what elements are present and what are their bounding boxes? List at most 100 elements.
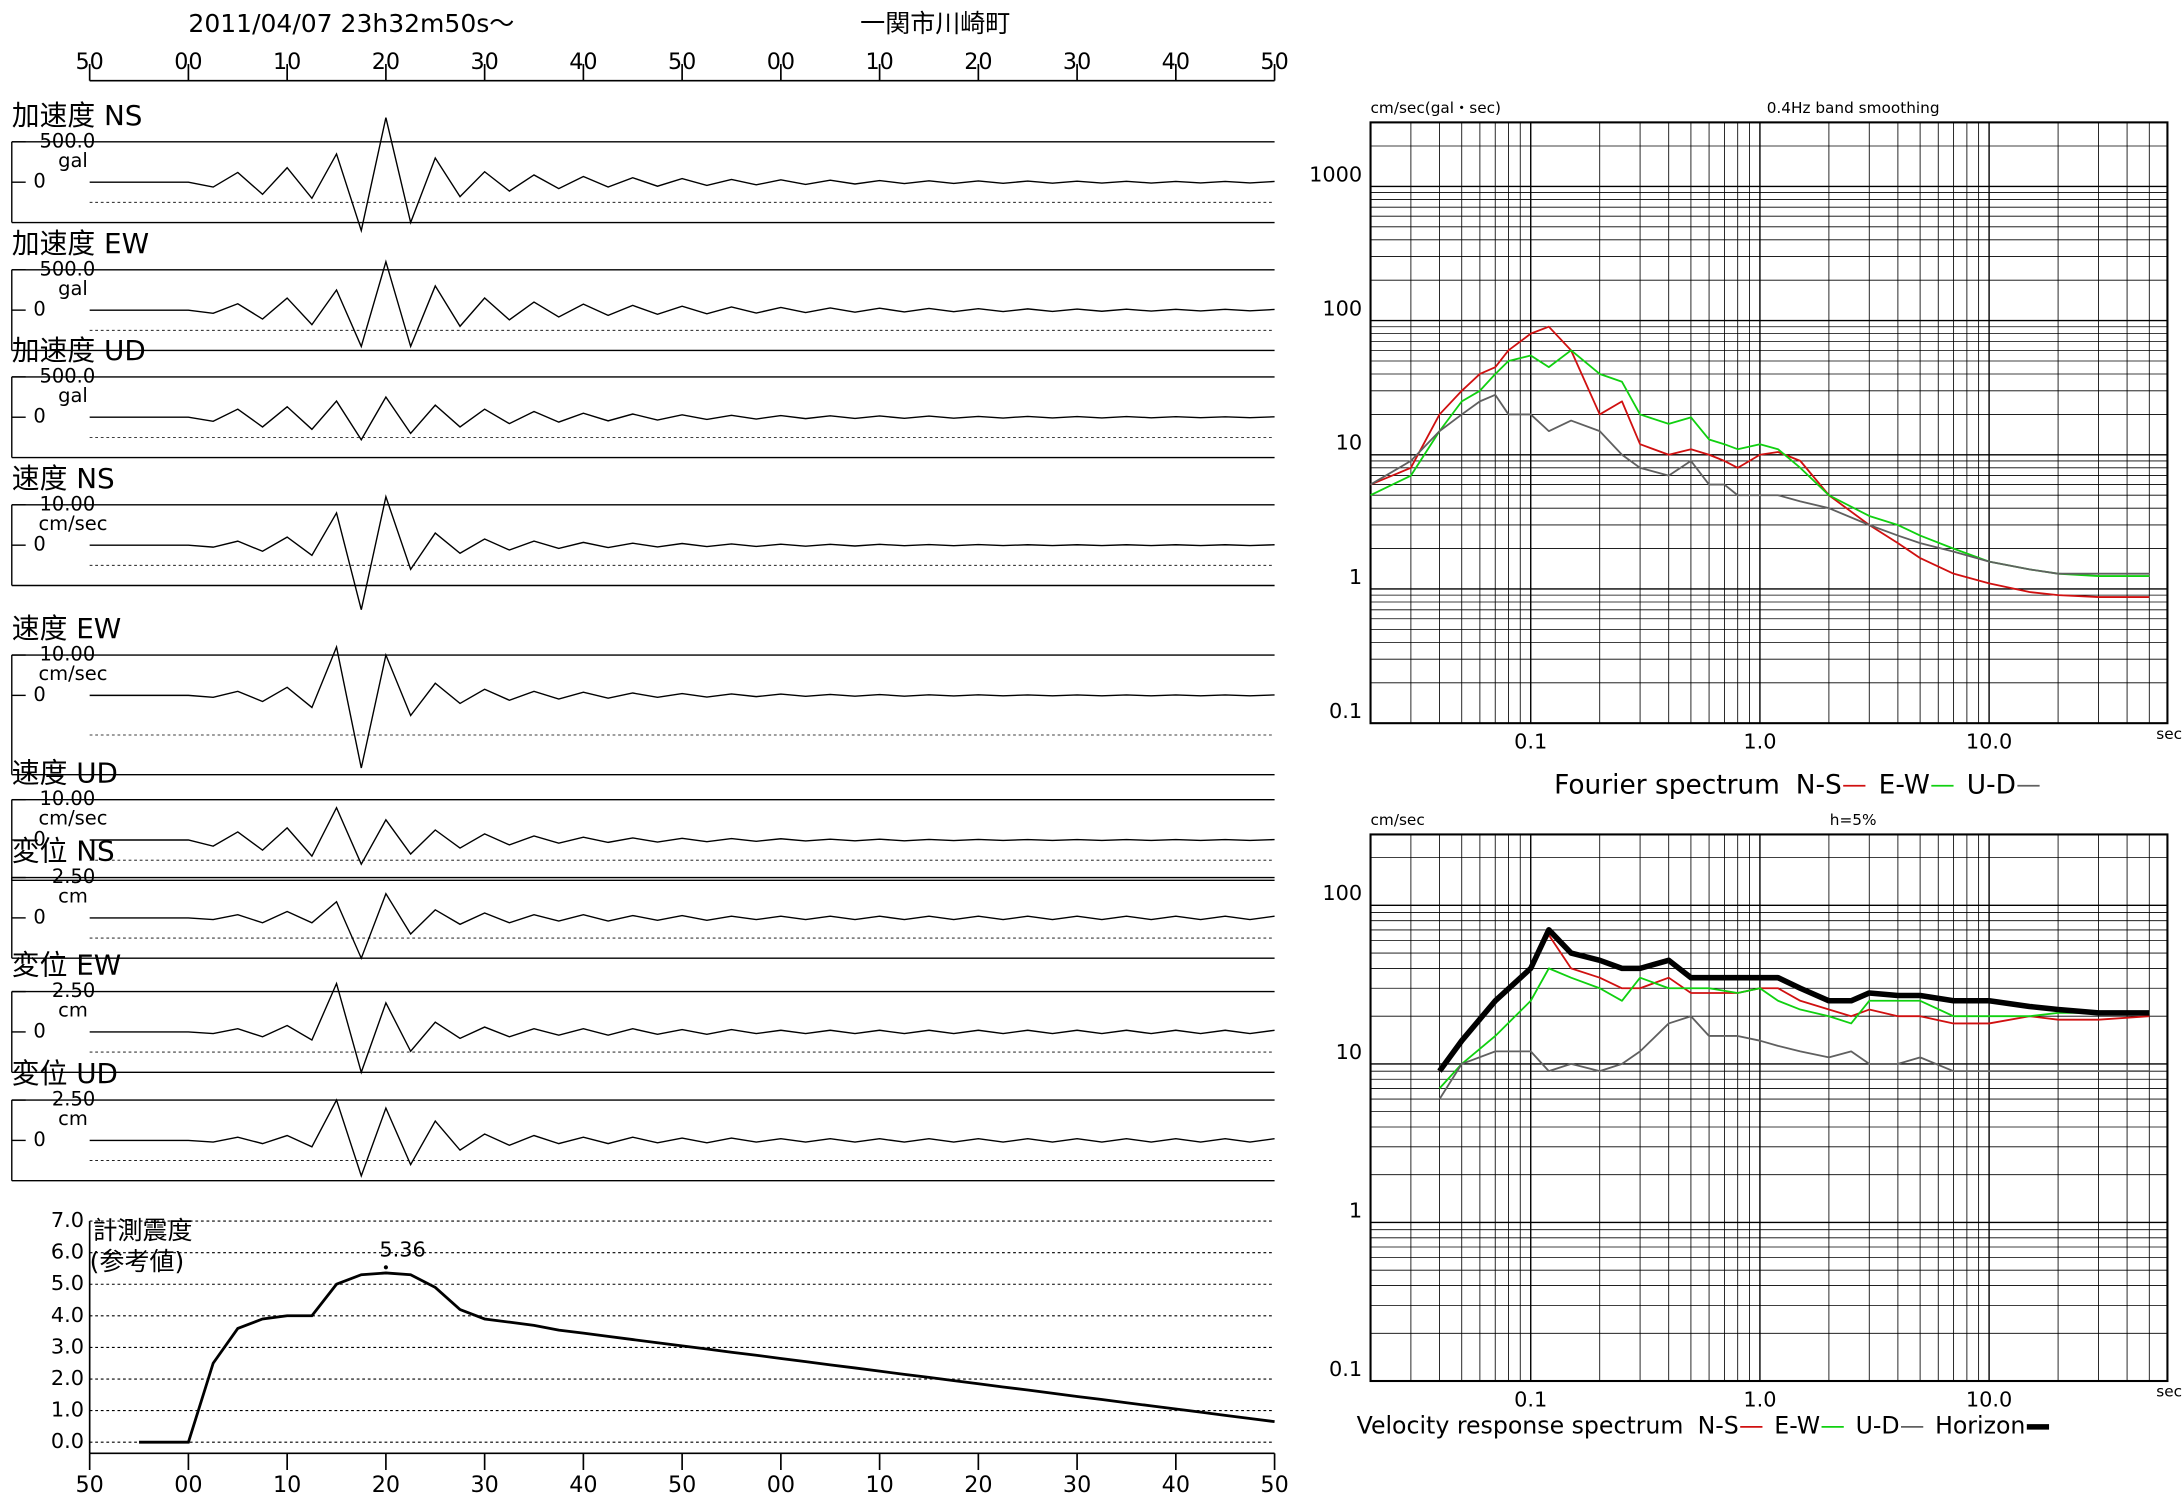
trace-unit: cm: [58, 1107, 88, 1130]
y-tick-label: 2.50: [52, 979, 95, 1002]
y-tick-label: 4.0: [51, 1303, 84, 1327]
trace-unit: cm/sec: [38, 512, 107, 535]
series-line: [1438, 967, 2150, 1090]
legend-label: U-D: [1967, 769, 2016, 800]
chart-title: 計測震度: [92, 1216, 192, 1245]
y-tick-label: 100: [1322, 881, 1362, 905]
x-tick-label: 1.0: [1743, 1387, 1776, 1411]
x-tick-label: 20: [964, 49, 992, 75]
trace-name: 変位 NS: [12, 835, 115, 868]
x-tick-label: 20: [964, 1472, 992, 1498]
y-tick-label: 0: [33, 298, 45, 321]
x-tick-label: 10: [865, 49, 893, 75]
y-tick-label: 2.50: [52, 865, 95, 888]
y-tick-label: 2.50: [52, 1088, 95, 1111]
plot-frame: [1369, 833, 2169, 1383]
y-tick-label: 10: [1336, 431, 1363, 455]
trace-name: 加速度 UD: [12, 334, 146, 367]
y-tick-label: 6.0: [51, 1240, 84, 1264]
chart-subtitle: (参考値): [90, 1247, 185, 1276]
trace-unit: gal: [58, 277, 88, 300]
y-unit: cm/sec(gal・sec): [1371, 99, 1501, 117]
x-tick-label: 20: [372, 1472, 400, 1498]
waveform: [89, 395, 1275, 442]
chart-subtitle: h=5%: [1830, 811, 1877, 829]
x-tick-label: 50: [668, 49, 696, 75]
y-tick-label: 0: [33, 683, 45, 706]
x-tick-label: 00: [767, 1472, 795, 1498]
trace-unit: cm/sec: [38, 807, 107, 830]
y-tick-label: 2.0: [51, 1366, 84, 1390]
series-line: [1438, 1015, 2150, 1100]
legend-label: U-D: [1856, 1411, 1900, 1439]
x-tick-label: 40: [569, 1472, 597, 1498]
y-tick-label: 1: [1349, 1198, 1362, 1222]
y-tick-label: 0: [33, 1128, 45, 1151]
x-tick-label: 50: [76, 1472, 104, 1498]
trace-unit: cm: [58, 885, 88, 908]
y-tick-label: 0: [33, 405, 45, 428]
y-tick-label: 0.1: [1329, 1357, 1362, 1381]
x-tick-label: 40: [1162, 49, 1190, 75]
y-tick-label: 0: [33, 533, 45, 556]
y-tick-label: 0: [33, 828, 45, 851]
waveform: [89, 806, 1275, 866]
x-tick-label: 10.0: [1966, 1387, 2012, 1411]
plot-frame: [1369, 121, 2169, 725]
y-tick-label: 10.00: [39, 643, 95, 666]
x-tick-label: 30: [1063, 1472, 1091, 1498]
y-tick-label: 0: [33, 905, 45, 928]
trace-name: 変位 UD: [12, 1057, 118, 1090]
trace-name: 加速度 EW: [12, 227, 149, 260]
y-tick-label: 500.0: [39, 364, 95, 387]
annotation-point: [383, 1265, 388, 1270]
y-tick-label: 500.0: [39, 257, 95, 280]
x-tick-label: 40: [1162, 1472, 1190, 1498]
y-tick-label: 10.00: [39, 492, 95, 515]
x-tick-label: 30: [1063, 49, 1091, 75]
trace-name: 加速度 NS: [12, 99, 143, 132]
legend-label: E-W: [1879, 769, 1930, 800]
trace-unit: cm/sec: [38, 662, 107, 685]
y-tick-label: 500.0: [39, 129, 95, 152]
chart-subtitle: 0.4Hz band smoothing: [1767, 99, 1940, 117]
x-tick-label: 30: [470, 1472, 498, 1498]
legend-title: Velocity response spectrum: [1357, 1411, 1684, 1439]
trace-unit: gal: [58, 384, 88, 407]
trace-name: 速度 UD: [12, 757, 118, 790]
x-tick-label: 0.1: [1514, 1387, 1547, 1411]
x-tick-label: 00: [174, 49, 202, 75]
y-tick-label: 1.0: [51, 1398, 84, 1422]
x-tick-label: 00: [767, 49, 795, 75]
waveform: [89, 494, 1275, 610]
legend-label: Horizon: [1935, 1411, 2025, 1439]
trace-unit: cm: [58, 999, 88, 1022]
legend-label: E-W: [1774, 1411, 1820, 1439]
series-line: [1370, 393, 2150, 575]
y-tick-label: 0: [33, 170, 45, 193]
y-unit: cm/sec: [1371, 811, 1425, 829]
y-tick-label: 0.1: [1329, 699, 1362, 723]
x-unit: sec: [2156, 1383, 2182, 1401]
y-tick-label: 100: [1322, 296, 1362, 320]
trace-name: 速度 NS: [12, 462, 115, 495]
y-tick-label: 1000: [1309, 162, 1362, 186]
legend-title: Fourier spectrum: [1554, 769, 1780, 800]
y-tick-label: 3.0: [51, 1334, 84, 1358]
x-tick-label: 0.1: [1514, 730, 1547, 754]
y-tick-label: 10.00: [39, 787, 95, 810]
x-unit: sec: [2156, 725, 2182, 743]
trace-unit: gal: [58, 149, 88, 172]
waveform: [89, 117, 1275, 234]
x-tick-label: 30: [470, 49, 498, 75]
waveform: [89, 259, 1275, 349]
x-tick-label: 50: [668, 1472, 696, 1498]
x-tick-label: 50: [76, 49, 104, 75]
waveform: [89, 644, 1275, 769]
trace-name: 変位 EW: [12, 949, 121, 982]
x-tick-label: 50: [1260, 49, 1288, 75]
waveform: [89, 1098, 1275, 1179]
y-tick-label: 0: [33, 1019, 45, 1042]
